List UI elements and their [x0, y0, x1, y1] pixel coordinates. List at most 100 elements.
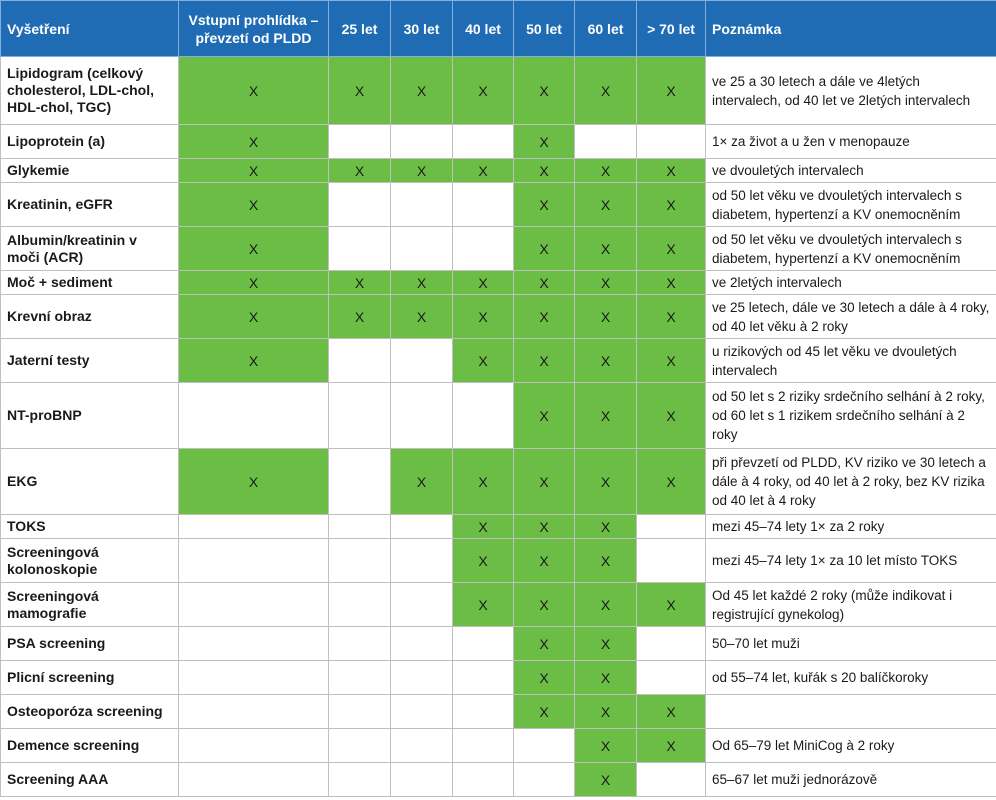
mark-50 [513, 728, 575, 763]
mark-50: X [513, 514, 575, 539]
mark-entry [178, 538, 329, 583]
note-cell: od 55–74 let, kuřák s 20 balíčkoroky [705, 660, 996, 695]
mark-40 [452, 626, 514, 661]
table-row: Lipoprotein (a) X X 1× za život a u žen v m… [0, 124, 996, 159]
mark-30 [390, 694, 453, 729]
mark-25 [328, 762, 391, 797]
mark-50: X [513, 56, 575, 125]
mark-30 [390, 582, 453, 627]
mark-30 [390, 626, 453, 661]
mark-30 [390, 338, 453, 383]
mark-60: X [574, 582, 637, 627]
mark-70plus [636, 514, 706, 539]
note-cell: 1× za život a u žen v menopauze [705, 124, 996, 159]
exam-name: TOKS [0, 514, 179, 539]
header-50: 50 let [513, 0, 575, 57]
mark-30 [390, 728, 453, 763]
mark-60: X [574, 660, 637, 695]
note-cell: od 50 let s 2 riziky srdečního selhání à… [705, 382, 996, 449]
mark-entry: X [178, 270, 329, 295]
note-cell: od 50 let věku ve dvouletých intervalech… [705, 182, 996, 227]
mark-50: X [513, 270, 575, 295]
mark-50: X [513, 182, 575, 227]
table-row: Screeningová mamografie X X X X Od 45 let kaž… [0, 582, 996, 627]
mark-50 [513, 762, 575, 797]
mark-70plus: X [636, 694, 706, 729]
mark-30 [390, 538, 453, 583]
note-cell: mezi 45–74 lety 1× za 10 let místo TOKS [705, 538, 996, 583]
table-row: Demence screening X X Od 65–79 let MiniCog … [0, 728, 996, 763]
mark-70plus: X [636, 728, 706, 763]
exam-name: EKG [0, 448, 179, 515]
exam-name: Osteoporóza screening [0, 694, 179, 729]
exam-name: Demence screening [0, 728, 179, 763]
mark-25 [328, 514, 391, 539]
mark-entry [178, 694, 329, 729]
mark-entry [178, 626, 329, 661]
mark-70plus: X [636, 226, 706, 271]
mark-40: X [452, 270, 514, 295]
mark-25: X [328, 158, 391, 183]
mark-25 [328, 182, 391, 227]
note-cell: ve 25 a 30 letech a dále ve 4letých inte… [705, 56, 996, 125]
exam-name: Krevní obraz [0, 294, 179, 339]
exam-name: Moč + sediment [0, 270, 179, 295]
exam-name: Plicní screening [0, 660, 179, 695]
mark-40: X [452, 56, 514, 125]
mark-70plus: X [636, 338, 706, 383]
table-body: Lipidogram (celkový cholesterol, LDL-cho… [0, 56, 996, 797]
mark-60: X [574, 158, 637, 183]
mark-entry: X [178, 338, 329, 383]
mark-70plus: X [636, 158, 706, 183]
table-row: PSA screening X X 50–70 let muži [0, 626, 996, 661]
mark-25 [328, 382, 391, 449]
mark-70plus: X [636, 382, 706, 449]
mark-40: X [452, 448, 514, 515]
mark-40 [452, 762, 514, 797]
mark-40: X [452, 514, 514, 539]
mark-50: X [513, 338, 575, 383]
mark-60: X [574, 338, 637, 383]
mark-50: X [513, 694, 575, 729]
mark-60: X [574, 514, 637, 539]
exam-name: Lipoprotein (a) [0, 124, 179, 159]
mark-25 [328, 448, 391, 515]
mark-50: X [513, 660, 575, 695]
mark-70plus: X [636, 270, 706, 295]
mark-25 [328, 626, 391, 661]
mark-30: X [390, 448, 453, 515]
table-row: Lipidogram (celkový cholesterol, LDL-cho… [0, 56, 996, 125]
mark-25 [328, 660, 391, 695]
mark-60: X [574, 448, 637, 515]
exam-name: Screeningová kolonoskopie [0, 538, 179, 583]
table-row: Screening AAA X 65–67 let muži jednorázově [0, 762, 996, 797]
mark-70plus [636, 762, 706, 797]
note-cell: ve dvouletých intervalech [705, 158, 996, 183]
mark-30: X [390, 56, 453, 125]
mark-entry: X [178, 56, 329, 125]
note-cell [705, 694, 996, 729]
mark-30: X [390, 270, 453, 295]
mark-50: X [513, 124, 575, 159]
mark-25 [328, 338, 391, 383]
mark-60: X [574, 694, 637, 729]
exam-name: Lipidogram (celkový cholesterol, LDL-cho… [0, 56, 179, 125]
mark-40: X [452, 338, 514, 383]
mark-entry [178, 382, 329, 449]
mark-40 [452, 182, 514, 227]
mark-30 [390, 182, 453, 227]
mark-30 [390, 660, 453, 695]
mark-entry: X [178, 448, 329, 515]
note-cell: u rizikových od 45 let věku ve dvouletýc… [705, 338, 996, 383]
mark-25 [328, 226, 391, 271]
mark-60: X [574, 226, 637, 271]
